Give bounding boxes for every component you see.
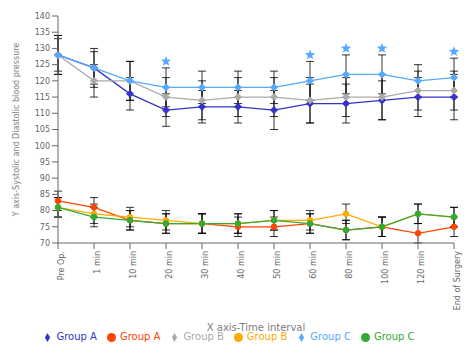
svg-text:80: 80: [40, 206, 50, 215]
html-text:Group C: Group C: [310, 331, 351, 342]
svg-text:20 min: 20 min: [165, 251, 174, 279]
svg-text:110: 110: [35, 109, 50, 118]
svg-text:125: 125: [35, 60, 50, 69]
html-text:Group A: Group A: [56, 331, 97, 342]
svg-text:1 min: 1 min: [93, 251, 102, 274]
html-text:Group B: Group B: [183, 331, 224, 342]
svg-text:70: 70: [40, 239, 50, 248]
html-text:Group C: Group C: [374, 331, 415, 342]
svg-text:130: 130: [35, 44, 50, 53]
svg-text:30 min: 30 min: [201, 251, 210, 279]
svg-text:10 min: 10 min: [129, 251, 138, 279]
svg-text:95: 95: [40, 158, 50, 167]
svg-text:100 min: 100 min: [381, 251, 390, 284]
svg-text:120: 120: [35, 77, 50, 86]
svg-text:End of Surgery: End of Surgery: [453, 251, 462, 311]
svg-text:100: 100: [35, 142, 50, 151]
svg-text:90: 90: [40, 174, 50, 183]
html-text:Group B: Group B: [246, 331, 288, 342]
svg-text:60 min: 60 min: [309, 251, 318, 279]
svg-text:140: 140: [35, 12, 50, 21]
svg-text:135: 135: [35, 28, 50, 37]
svg-text:Y axis-Systolic and Diastolic: Y axis-Systolic and Diastolic blood pres…: [12, 43, 21, 218]
svg-text:105: 105: [35, 125, 50, 134]
svg-text:75: 75: [40, 223, 50, 232]
svg-text:50 min: 50 min: [273, 251, 282, 279]
svg-text:Pre Op.: Pre Op.: [57, 251, 66, 280]
html-text:Group A: Group A: [119, 331, 161, 342]
svg-text:120 min: 120 min: [417, 251, 426, 284]
svg-text:X axis-Time interval: X axis-Time interval: [207, 322, 306, 333]
svg-text:40 min: 40 min: [237, 251, 246, 279]
svg-text:115: 115: [35, 93, 50, 102]
svg-text:85: 85: [40, 190, 50, 199]
svg-text:80 min: 80 min: [345, 251, 354, 279]
